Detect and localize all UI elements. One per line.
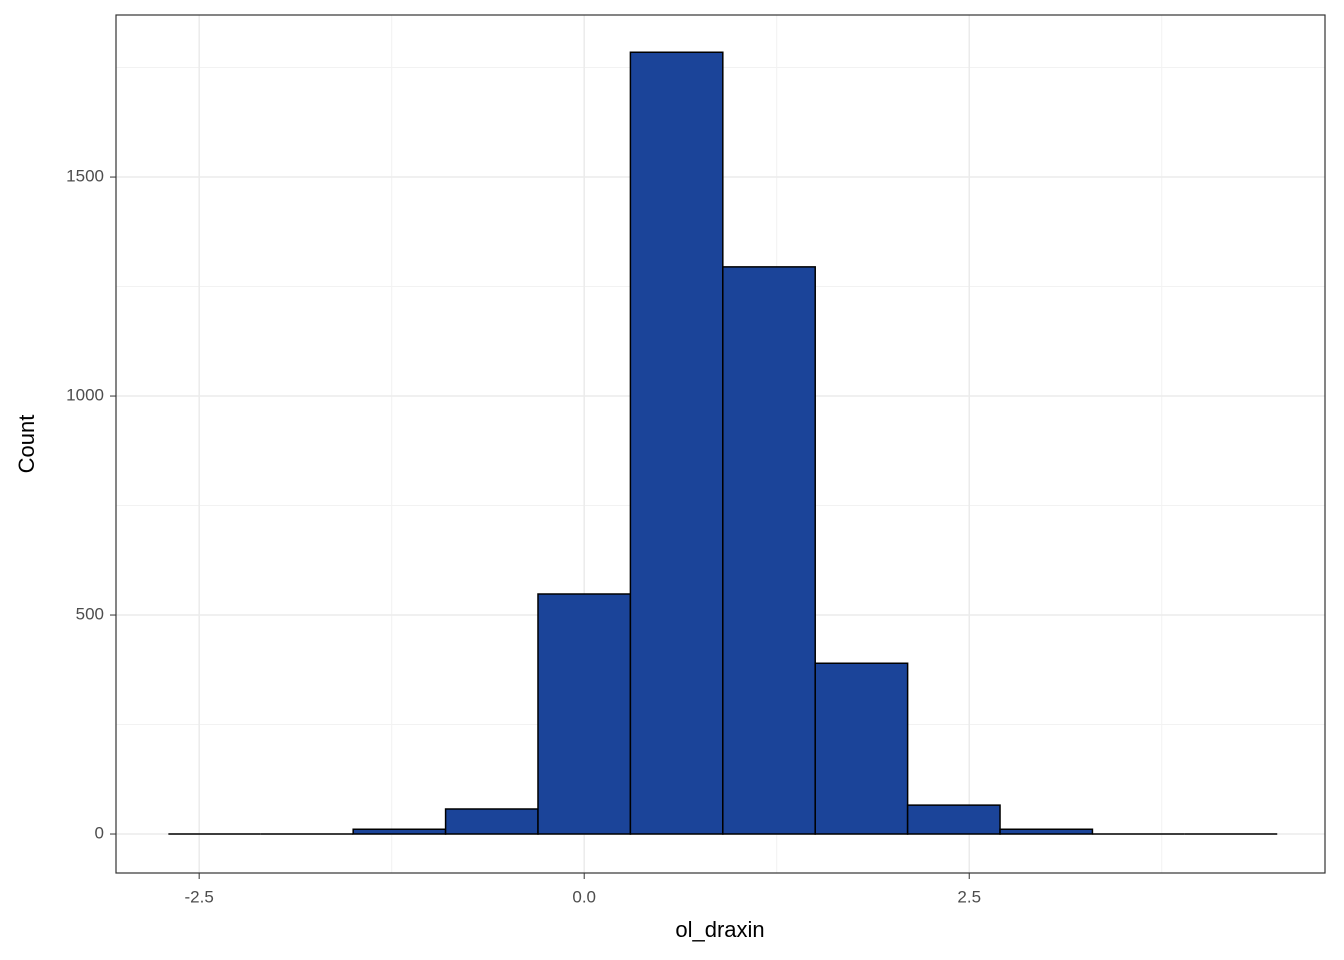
y-tick-label: 500	[76, 605, 104, 624]
bar	[629, 51, 724, 835]
y-tick-label: 1500	[66, 167, 104, 186]
x-tick-label: 0.0	[572, 887, 596, 906]
x-tick-label: 2.5	[957, 887, 981, 906]
x-axis-title: ol_draxin	[675, 917, 764, 942]
bar	[722, 266, 816, 835]
bar	[999, 828, 1094, 835]
x-tick-label: -2.5	[185, 887, 214, 906]
bar	[814, 662, 909, 835]
bar	[444, 808, 539, 835]
y-tick-label: 0	[95, 824, 104, 843]
y-tick-label: 1000	[66, 386, 104, 405]
panel-border	[115, 14, 1326, 874]
y-axis-title: Count	[14, 415, 39, 474]
bar	[906, 804, 1001, 835]
bar	[352, 828, 447, 835]
bar	[537, 593, 632, 835]
